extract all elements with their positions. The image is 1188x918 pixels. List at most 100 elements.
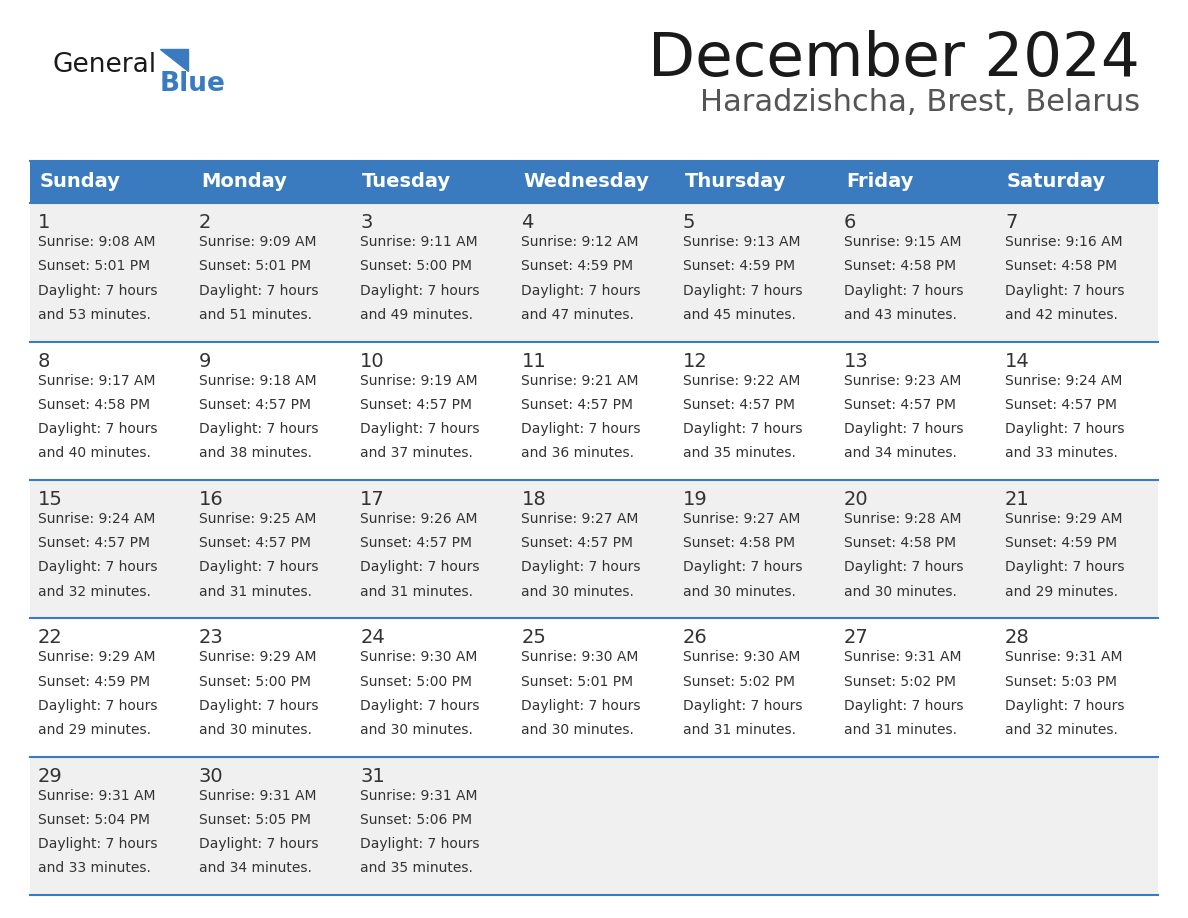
Polygon shape xyxy=(160,49,188,71)
Text: and 37 minutes.: and 37 minutes. xyxy=(360,446,473,460)
Text: and 53 minutes.: and 53 minutes. xyxy=(38,308,151,322)
Text: Daylight: 7 hours: Daylight: 7 hours xyxy=(683,284,802,297)
Text: Sunrise: 9:29 AM: Sunrise: 9:29 AM xyxy=(1005,512,1123,526)
Text: Sunrise: 9:17 AM: Sunrise: 9:17 AM xyxy=(38,374,156,387)
Text: and 32 minutes.: and 32 minutes. xyxy=(1005,723,1118,737)
Text: Sunrise: 9:19 AM: Sunrise: 9:19 AM xyxy=(360,374,478,387)
Text: Sunrise: 9:13 AM: Sunrise: 9:13 AM xyxy=(683,235,800,250)
Text: Sunset: 4:57 PM: Sunset: 4:57 PM xyxy=(843,397,956,412)
Text: Sunset: 4:57 PM: Sunset: 4:57 PM xyxy=(198,397,311,412)
Text: Sunrise: 9:23 AM: Sunrise: 9:23 AM xyxy=(843,374,961,387)
Text: Sunrise: 9:08 AM: Sunrise: 9:08 AM xyxy=(38,235,156,250)
Text: Daylight: 7 hours: Daylight: 7 hours xyxy=(38,422,157,436)
Text: 18: 18 xyxy=(522,490,546,509)
Text: December 2024: December 2024 xyxy=(649,30,1140,89)
Text: 10: 10 xyxy=(360,352,385,371)
Text: and 31 minutes.: and 31 minutes. xyxy=(198,585,312,599)
Text: 24: 24 xyxy=(360,628,385,647)
Text: Sunset: 4:57 PM: Sunset: 4:57 PM xyxy=(360,397,472,412)
Text: Sunrise: 9:27 AM: Sunrise: 9:27 AM xyxy=(522,512,639,526)
Text: Sunset: 5:03 PM: Sunset: 5:03 PM xyxy=(1005,675,1117,688)
Text: Daylight: 7 hours: Daylight: 7 hours xyxy=(360,422,480,436)
Bar xyxy=(30,756,1158,895)
Text: Daylight: 7 hours: Daylight: 7 hours xyxy=(38,284,157,297)
Text: Thursday: Thursday xyxy=(684,173,786,192)
Text: Sunset: 5:05 PM: Sunset: 5:05 PM xyxy=(198,813,311,827)
Text: Sunset: 5:00 PM: Sunset: 5:00 PM xyxy=(360,260,472,274)
Text: Sunrise: 9:24 AM: Sunrise: 9:24 AM xyxy=(1005,374,1123,387)
Text: Sunrise: 9:09 AM: Sunrise: 9:09 AM xyxy=(198,235,316,250)
Text: 13: 13 xyxy=(843,352,868,371)
Text: Sunset: 5:02 PM: Sunset: 5:02 PM xyxy=(843,675,956,688)
Text: Sunrise: 9:25 AM: Sunrise: 9:25 AM xyxy=(198,512,316,526)
Text: Sunrise: 9:24 AM: Sunrise: 9:24 AM xyxy=(38,512,156,526)
Text: Daylight: 7 hours: Daylight: 7 hours xyxy=(198,422,318,436)
Text: Saturday: Saturday xyxy=(1007,173,1106,192)
Text: Daylight: 7 hours: Daylight: 7 hours xyxy=(38,699,157,712)
Text: Sunset: 4:57 PM: Sunset: 4:57 PM xyxy=(522,536,633,550)
Text: Daylight: 7 hours: Daylight: 7 hours xyxy=(522,422,640,436)
Text: Daylight: 7 hours: Daylight: 7 hours xyxy=(38,560,157,575)
Text: Sunset: 4:57 PM: Sunset: 4:57 PM xyxy=(1005,397,1117,412)
Text: and 30 minutes.: and 30 minutes. xyxy=(522,585,634,599)
Text: and 34 minutes.: and 34 minutes. xyxy=(198,861,311,876)
Text: Sunset: 4:57 PM: Sunset: 4:57 PM xyxy=(683,397,795,412)
Text: Daylight: 7 hours: Daylight: 7 hours xyxy=(198,699,318,712)
Text: Sunrise: 9:26 AM: Sunrise: 9:26 AM xyxy=(360,512,478,526)
Text: Sunset: 5:00 PM: Sunset: 5:00 PM xyxy=(198,675,311,688)
Text: Monday: Monday xyxy=(201,173,286,192)
Text: and 45 minutes.: and 45 minutes. xyxy=(683,308,796,322)
Text: and 33 minutes.: and 33 minutes. xyxy=(38,861,151,876)
Text: Sunrise: 9:12 AM: Sunrise: 9:12 AM xyxy=(522,235,639,250)
Text: 23: 23 xyxy=(198,628,223,647)
Text: Sunset: 4:58 PM: Sunset: 4:58 PM xyxy=(1005,260,1117,274)
Text: 9: 9 xyxy=(198,352,211,371)
Text: Sunset: 5:01 PM: Sunset: 5:01 PM xyxy=(522,675,633,688)
Text: Sunrise: 9:29 AM: Sunrise: 9:29 AM xyxy=(38,650,156,665)
Text: 2: 2 xyxy=(198,213,211,232)
Text: 5: 5 xyxy=(683,213,695,232)
Text: Sunset: 4:57 PM: Sunset: 4:57 PM xyxy=(360,536,472,550)
Text: Sunset: 5:04 PM: Sunset: 5:04 PM xyxy=(38,813,150,827)
Text: 8: 8 xyxy=(38,352,50,371)
Text: 19: 19 xyxy=(683,490,707,509)
Text: 21: 21 xyxy=(1005,490,1030,509)
Text: and 31 minutes.: and 31 minutes. xyxy=(683,723,796,737)
Text: Daylight: 7 hours: Daylight: 7 hours xyxy=(1005,422,1125,436)
Text: and 40 minutes.: and 40 minutes. xyxy=(38,446,151,460)
Text: Daylight: 7 hours: Daylight: 7 hours xyxy=(198,837,318,851)
Text: 17: 17 xyxy=(360,490,385,509)
Text: Sunset: 4:59 PM: Sunset: 4:59 PM xyxy=(1005,536,1117,550)
Bar xyxy=(30,341,1158,480)
Text: Daylight: 7 hours: Daylight: 7 hours xyxy=(360,837,480,851)
Text: Sunrise: 9:30 AM: Sunrise: 9:30 AM xyxy=(683,650,800,665)
Text: Sunset: 4:59 PM: Sunset: 4:59 PM xyxy=(683,260,795,274)
Text: 14: 14 xyxy=(1005,352,1030,371)
Text: Sunset: 4:58 PM: Sunset: 4:58 PM xyxy=(843,536,956,550)
Text: 22: 22 xyxy=(38,628,63,647)
Text: and 30 minutes.: and 30 minutes. xyxy=(360,723,473,737)
Text: and 30 minutes.: and 30 minutes. xyxy=(198,723,311,737)
Text: 16: 16 xyxy=(198,490,223,509)
Text: and 31 minutes.: and 31 minutes. xyxy=(843,723,956,737)
Text: 15: 15 xyxy=(38,490,63,509)
Text: and 47 minutes.: and 47 minutes. xyxy=(522,308,634,322)
Text: Sunrise: 9:21 AM: Sunrise: 9:21 AM xyxy=(522,374,639,387)
Text: and 36 minutes.: and 36 minutes. xyxy=(522,446,634,460)
Text: Daylight: 7 hours: Daylight: 7 hours xyxy=(522,699,640,712)
Text: Sunset: 4:57 PM: Sunset: 4:57 PM xyxy=(522,397,633,412)
Text: Sunrise: 9:31 AM: Sunrise: 9:31 AM xyxy=(198,789,316,802)
Text: 26: 26 xyxy=(683,628,707,647)
Text: Daylight: 7 hours: Daylight: 7 hours xyxy=(198,560,318,575)
Text: 29: 29 xyxy=(38,767,63,786)
Text: Sunset: 4:57 PM: Sunset: 4:57 PM xyxy=(38,536,150,550)
Text: 6: 6 xyxy=(843,213,857,232)
Text: and 38 minutes.: and 38 minutes. xyxy=(198,446,312,460)
Bar xyxy=(30,480,1158,619)
Text: Daylight: 7 hours: Daylight: 7 hours xyxy=(1005,560,1125,575)
Text: and 30 minutes.: and 30 minutes. xyxy=(522,723,634,737)
Text: Sunrise: 9:18 AM: Sunrise: 9:18 AM xyxy=(198,374,316,387)
Text: Sunrise: 9:31 AM: Sunrise: 9:31 AM xyxy=(360,789,478,802)
Text: and 35 minutes.: and 35 minutes. xyxy=(360,861,473,876)
Text: 30: 30 xyxy=(198,767,223,786)
